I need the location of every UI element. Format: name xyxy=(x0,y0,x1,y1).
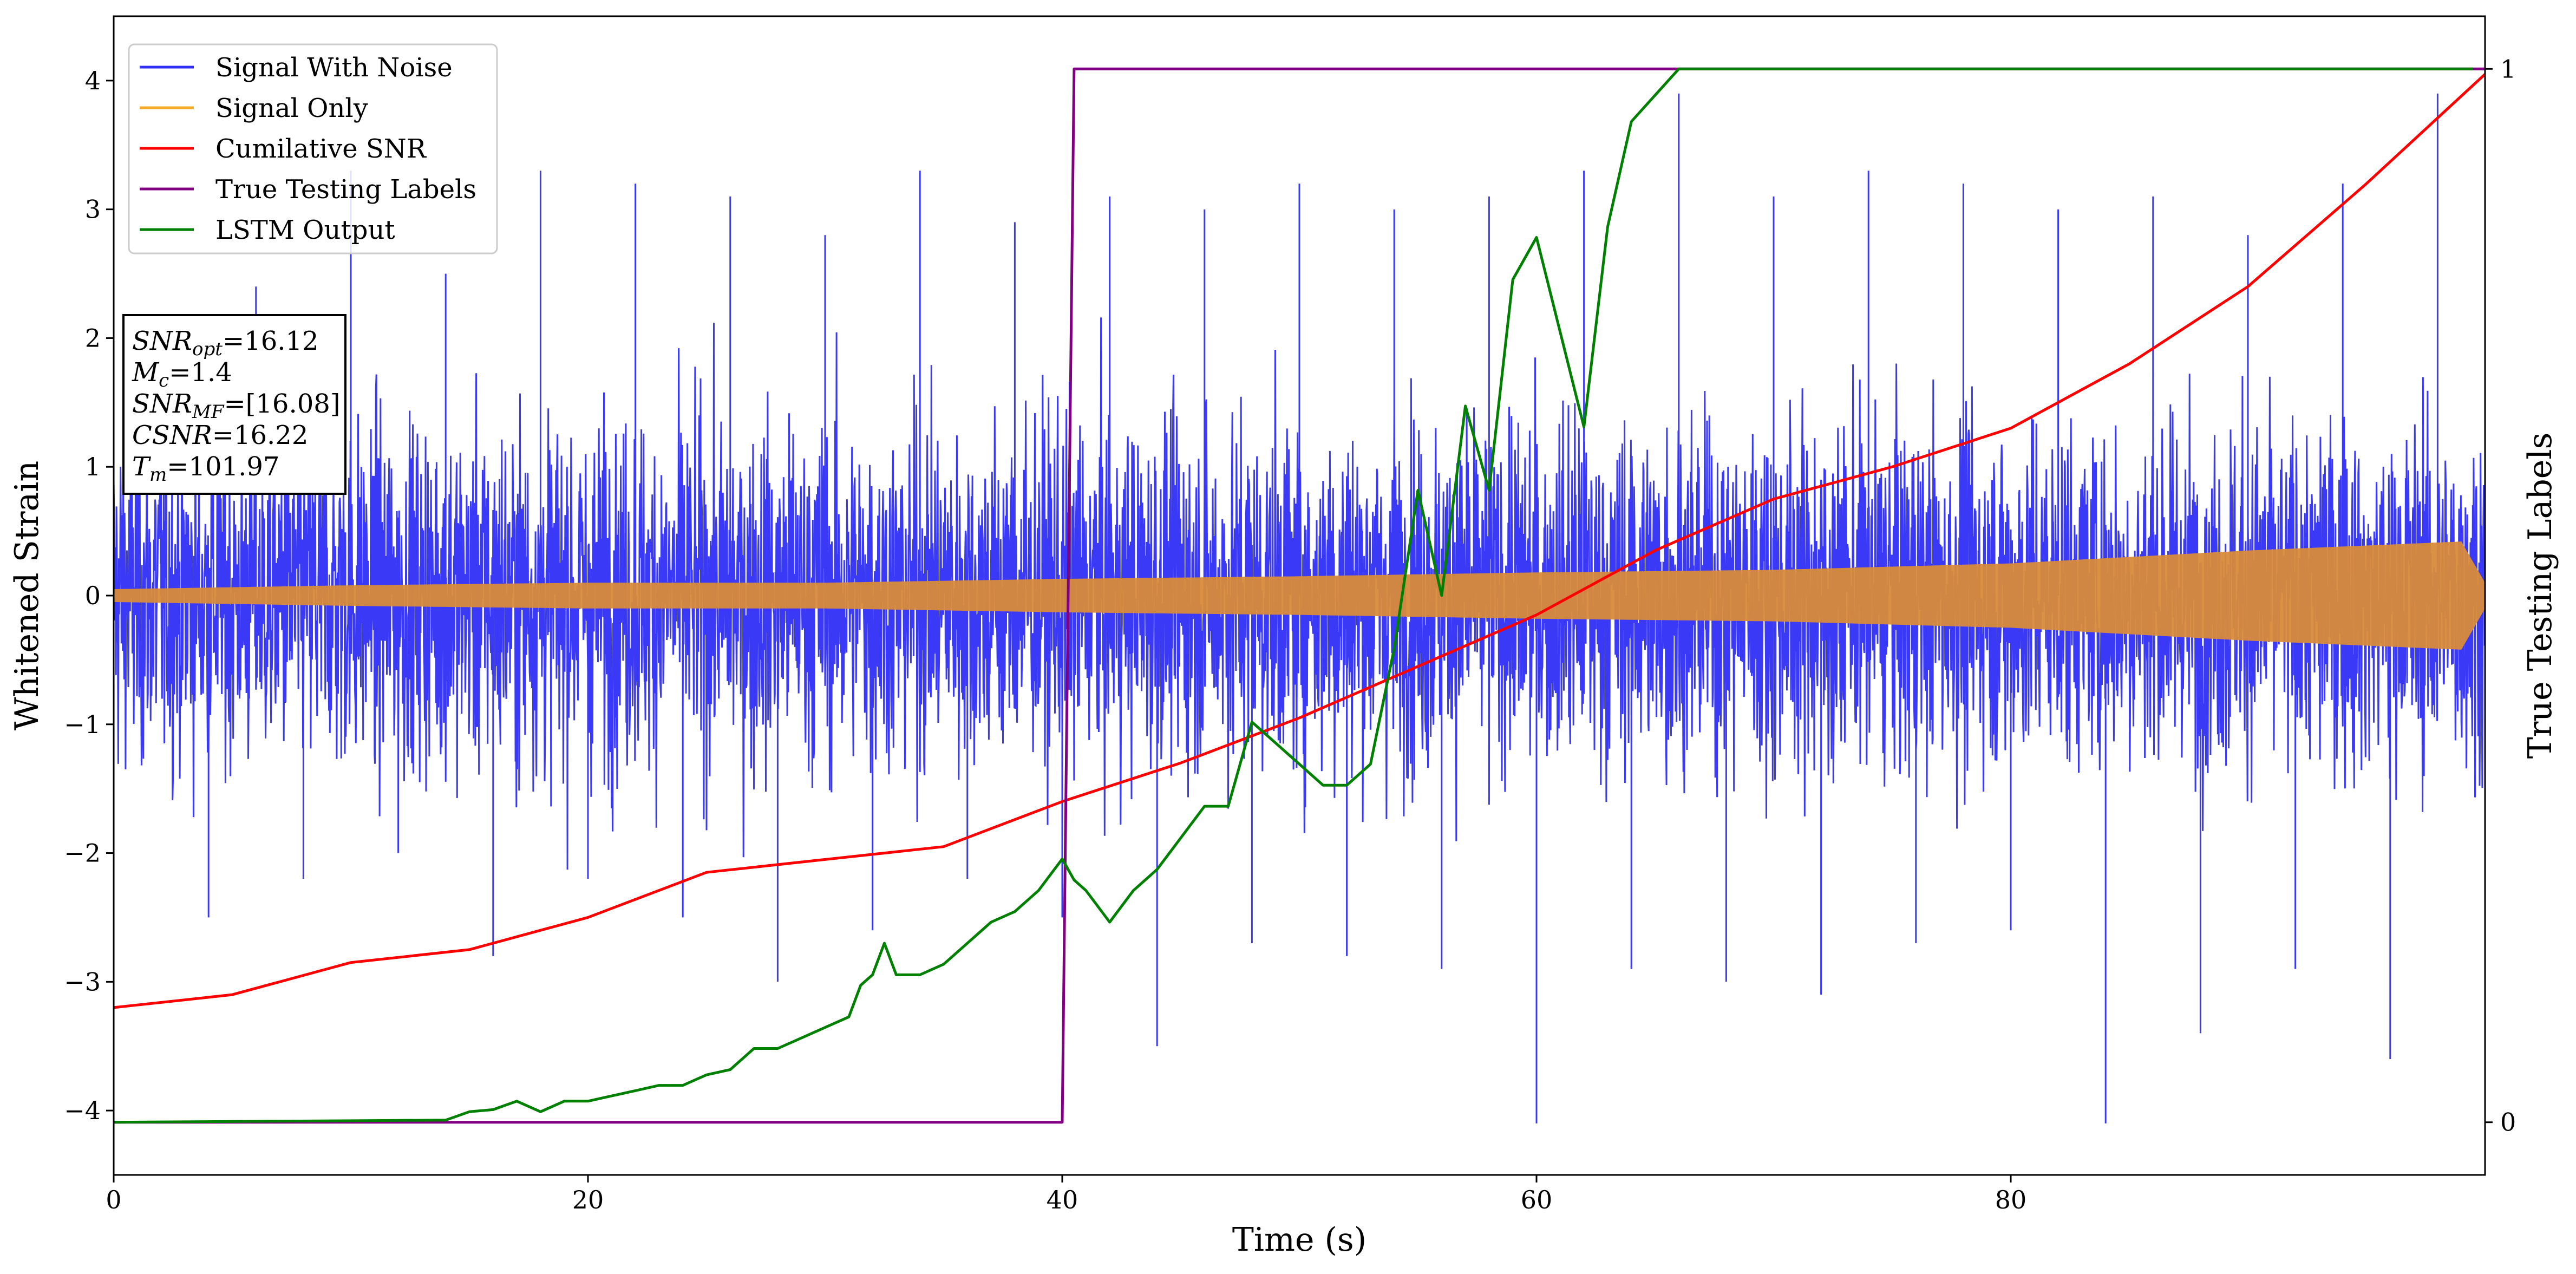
y-tick-label: −1 xyxy=(64,710,101,739)
annotation-line: CSNR=16.22 xyxy=(132,420,308,450)
annotation-line: SNRopt=16.12 xyxy=(132,326,319,360)
series-signal-with-noise xyxy=(114,93,2485,1123)
y-tick-label: 3 xyxy=(85,195,101,224)
y-tick-label: 1 xyxy=(85,452,101,481)
y2-tick-label: 1 xyxy=(2500,54,2516,83)
legend-label: Signal Only xyxy=(215,93,368,123)
x-tick-label: 0 xyxy=(106,1185,121,1214)
legend-label: Signal With Noise xyxy=(215,53,453,83)
y2-tick-label: 0 xyxy=(2500,1108,2516,1137)
x-tick-label: 40 xyxy=(1047,1185,1078,1214)
y-axis-right: 01 xyxy=(2485,54,2516,1137)
y-tick-label: 0 xyxy=(85,581,101,610)
legend-box xyxy=(128,43,498,254)
annotation-line: SNRMF=[16.08] xyxy=(132,389,341,423)
legend: Signal With Noise Signal Only Cumilative S… xyxy=(128,43,498,254)
legend-label: Cumilative SNR xyxy=(215,134,427,164)
y-tick-label: −4 xyxy=(64,1096,101,1125)
parameter-annotation: SNRopt=16.12Mc=1.4SNRMF=[16.08]CSNR=16.2… xyxy=(122,314,346,495)
y-tick-label: −3 xyxy=(64,967,101,996)
x-axis: 0 20 40 60 80 xyxy=(106,1175,2026,1214)
y-tick-label: −2 xyxy=(64,839,101,868)
annotation-box xyxy=(122,314,346,495)
y-axis-left: −4 −3 −2 −1 0 1 2 3 4 xyxy=(64,66,114,1125)
annotation-line: Tm=101.97 xyxy=(132,452,279,486)
x-tick-label: 80 xyxy=(1995,1185,2027,1214)
x-tick-label: 60 xyxy=(1521,1185,1553,1214)
y-tick-label: 4 xyxy=(85,66,101,95)
x-tick-label: 20 xyxy=(572,1185,604,1214)
y2-axis-label: True Testing Labels xyxy=(2521,433,2559,759)
plot-area xyxy=(114,67,2485,1124)
y-tick-label: 2 xyxy=(85,323,101,352)
series-cumilative-snr xyxy=(114,73,2485,1009)
legend-label: True Testing Labels xyxy=(215,174,476,205)
annotation-line: Mc=1.4 xyxy=(132,357,232,391)
series-signal-only xyxy=(114,541,2485,650)
y-axis-label: Whitened Strain xyxy=(8,461,46,730)
legend-label: LSTM Output xyxy=(215,215,395,245)
x-axis-label: Time (s) xyxy=(1232,1221,1367,1259)
series-lstm-output xyxy=(114,67,2474,1124)
